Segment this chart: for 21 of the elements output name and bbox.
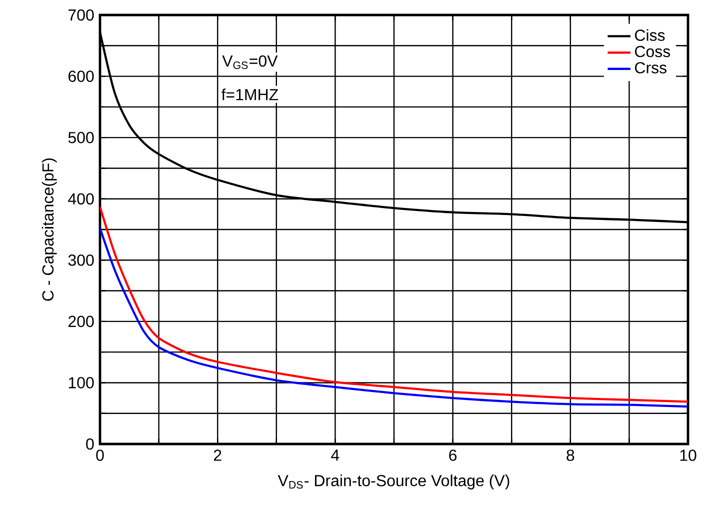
- x-tick-label: 10: [680, 450, 696, 461]
- y-tick-label: 0: [86, 438, 94, 450]
- x-tick-label: 6: [449, 450, 457, 461]
- x-axis-title: V$_{DS}$- Drain-to-Source Voltage (V): [278, 474, 510, 490]
- annotation: f=1MHZ: [222, 88, 278, 100]
- x-tick-label: 0: [96, 450, 104, 461]
- x-tick-label: 4: [331, 450, 340, 461]
- y-axis-title: C - Capacitance(pF): [42, 158, 57, 301]
- y-tick-label: 700: [68, 9, 94, 21]
- y-tick-label: 500: [68, 132, 94, 144]
- legend-label: Crss: [635, 62, 666, 74]
- annotation: V$_{GS}$=0V: [222, 55, 278, 70]
- y-tick-label: 100: [68, 377, 94, 388]
- y-tick-label: 400: [68, 193, 94, 205]
- legend-label: Ciss: [635, 29, 665, 41]
- y-tick-label: 600: [68, 70, 94, 82]
- y-tick-label: 300: [68, 254, 94, 266]
- legend-label: Coss: [635, 46, 670, 58]
- x-tick-label: 8: [566, 450, 574, 461]
- y-tick-label: 200: [68, 316, 94, 328]
- x-tick-label: 2: [214, 450, 222, 461]
